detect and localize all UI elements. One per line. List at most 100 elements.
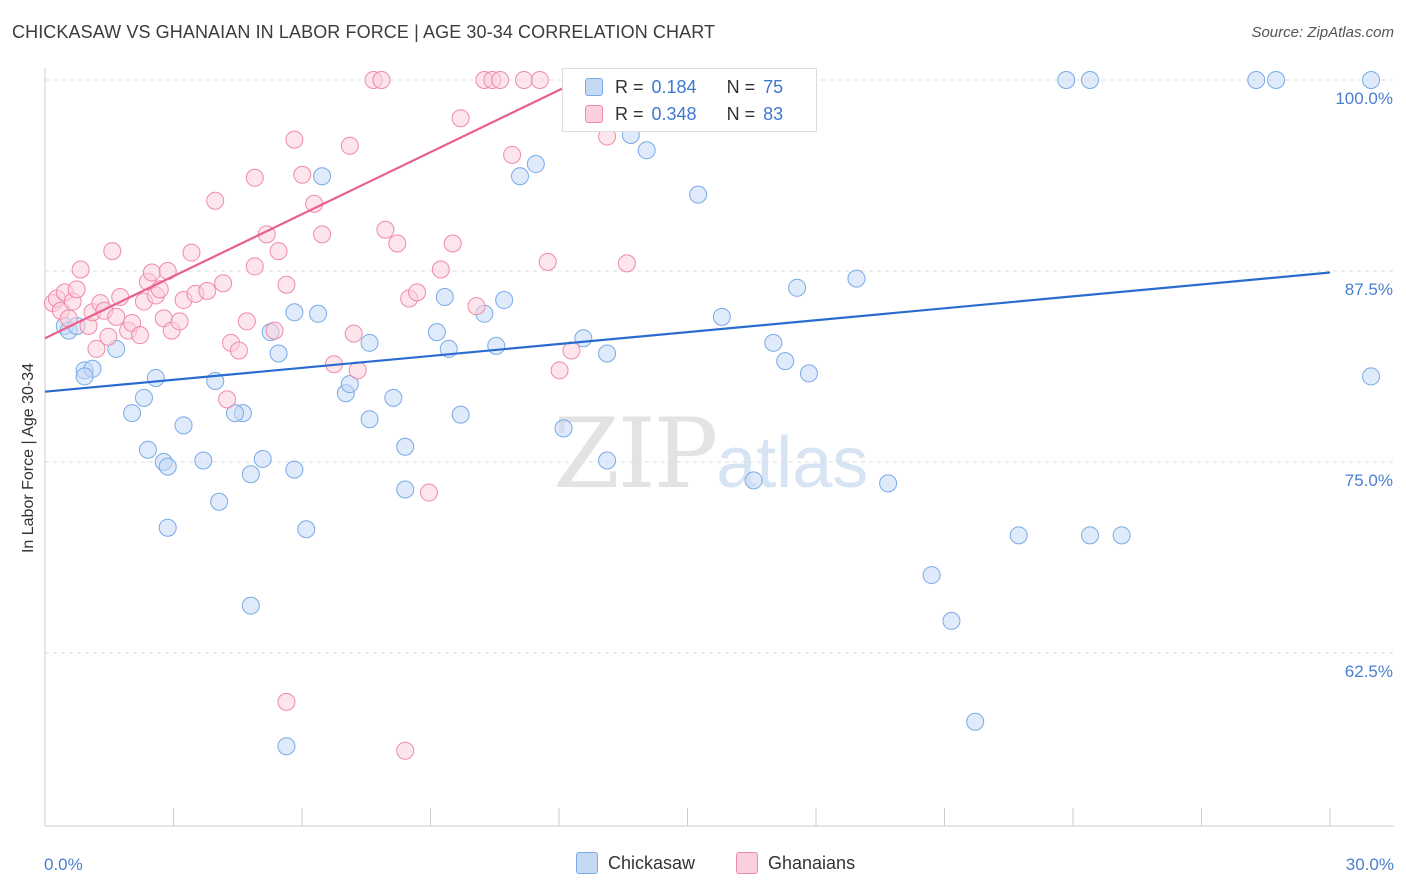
chickasaw-trend-line <box>44 271 1331 393</box>
ghanaians-point-63 <box>467 297 486 316</box>
bottom-legend-swatch-ghanaians <box>736 852 758 874</box>
chickasaw-point-5 <box>75 367 94 386</box>
chickasaw-point-44 <box>495 291 514 310</box>
y-tick-label-2: 75.0% <box>1345 471 1393 490</box>
chickasaw-point-29 <box>309 304 328 323</box>
chickasaw-point-32 <box>340 375 359 394</box>
ghanaians-point-55 <box>376 220 395 239</box>
ghanaians-point-48 <box>313 225 332 244</box>
ghanaians-point-34 <box>214 274 233 293</box>
ghanaians-point-56 <box>388 234 407 253</box>
chickasaw-point-63 <box>879 474 898 493</box>
chickasaw-point-34 <box>360 410 379 429</box>
bottom-legend-ghanaians: Ghanaians <box>736 852 855 874</box>
ghanaians-trend-line <box>44 79 581 340</box>
ghanaians-point-60 <box>431 260 450 279</box>
axes <box>44 68 1394 827</box>
chickasaw-point-25 <box>269 344 288 363</box>
chickasaw-point-71 <box>1081 71 1099 89</box>
chickasaw-point-67 <box>1009 526 1028 545</box>
chickasaw-point-26 <box>285 303 304 322</box>
chickasaw-point-70 <box>1081 526 1099 545</box>
tick-labels: 100.0% 87.5% 75.0% 62.5% 0.0% 30.0% <box>44 89 1394 874</box>
watermark-zip: ZIP <box>553 398 718 510</box>
chickasaw-point-16 <box>210 492 229 511</box>
ghanaians-point-38 <box>237 312 256 331</box>
ghanaians-point-35 <box>218 390 237 409</box>
chickasaw-point-19 <box>277 737 296 756</box>
y-tick-label-3: 62.5% <box>1345 662 1393 681</box>
chickasaw-point-59 <box>776 352 795 371</box>
chickasaw-point-46 <box>526 155 545 174</box>
legend-swatch-chickasaw <box>585 78 603 96</box>
legend-r-value: 0.348 <box>651 103 697 124</box>
chickasaw-point-12 <box>158 457 177 476</box>
ghanaians-point-69 <box>530 71 549 89</box>
chickasaw-point-69 <box>1057 71 1076 89</box>
chickasaw-point-41 <box>451 405 470 424</box>
ghanaians-point-61 <box>443 234 462 253</box>
ghanaians-point-39 <box>245 257 264 276</box>
chickasaw-point-64 <box>922 566 941 585</box>
chickasaw-point-43 <box>487 336 506 355</box>
ghanaians-point-7 <box>71 260 90 279</box>
chickasaw-point-68 <box>1112 526 1131 545</box>
chickasaw-point-15 <box>194 451 213 470</box>
y-tick-label-0: 100.0% <box>1335 89 1393 108</box>
ghanaians-point-50 <box>340 136 359 155</box>
chickasaw-point-13 <box>158 518 177 537</box>
ghanaians-point-71 <box>550 361 569 380</box>
chickasaw-point-37 <box>396 480 415 499</box>
chickasaw-point-72 <box>1247 71 1266 89</box>
ghanaians-point-30 <box>182 243 201 262</box>
chickasaw-point-75 <box>1362 367 1381 386</box>
ghanaians-point-82 <box>277 692 296 711</box>
ghanaians-point-58 <box>408 283 427 302</box>
legend-n-value: 83 <box>763 103 784 124</box>
chickasaw-point-47 <box>554 419 573 438</box>
legend-r-value: 0.184 <box>651 76 697 97</box>
chickasaw-point-36 <box>396 437 415 456</box>
ghanaians-point-22 <box>142 263 161 282</box>
ghanaians-point-68 <box>514 71 533 89</box>
ghanaians-point-54 <box>372 71 391 89</box>
chickasaw-point-66 <box>966 712 985 731</box>
chickasaw-point-58 <box>764 333 783 352</box>
chickasaw-points <box>55 71 1381 756</box>
bottom-legend-swatch-chickasaw <box>576 852 598 874</box>
legend-n-value: 75 <box>763 76 784 97</box>
chickasaw-point-22 <box>253 449 272 468</box>
trend-lines <box>44 79 1331 393</box>
chickasaw-point-21 <box>226 404 244 423</box>
chickasaw-point-9 <box>138 440 157 459</box>
ghanaians-point-46 <box>293 165 312 184</box>
chickasaw-point-57 <box>744 471 763 490</box>
ghanaians-point-67 <box>503 145 522 164</box>
bottom-legend-label-ghanaians: Ghanaians <box>768 852 856 873</box>
bottom-legend-chickasaw: Chickasaw <box>576 852 695 874</box>
bottom-legend-label-chickasaw: Chickasaw <box>608 852 696 873</box>
ghanaians-point-15 <box>107 307 126 326</box>
ghanaians-point-75 <box>617 254 636 273</box>
chickasaw-point-23 <box>241 465 260 484</box>
ghanaians-point-43 <box>269 242 288 261</box>
ghanaians-point-37 <box>229 341 248 360</box>
chickasaw-point-18 <box>241 596 260 615</box>
chickasaw-point-7 <box>123 404 142 423</box>
chickasaw-point-39 <box>435 287 454 306</box>
chickasaw-point-45 <box>511 167 529 186</box>
ghanaians-point-10 <box>87 339 106 358</box>
chickasaw-point-35 <box>384 388 403 407</box>
ghanaians-point-81 <box>396 741 415 760</box>
ghanaians-point-13 <box>99 327 118 346</box>
legend-r-label: R = <box>615 103 644 124</box>
chickasaw-point-62 <box>847 269 866 288</box>
chickasaw-point-10 <box>146 368 165 387</box>
ghanaians-point-51 <box>344 324 363 343</box>
ghanaians-point-44 <box>277 275 296 294</box>
chickasaw-point-61 <box>799 364 818 383</box>
ghanaians-point-33 <box>206 191 225 210</box>
chickasaw-point-27 <box>285 460 304 479</box>
stats-legend: R = 0.184 N = 75 R = 0.348 N = 83 <box>562 68 817 132</box>
